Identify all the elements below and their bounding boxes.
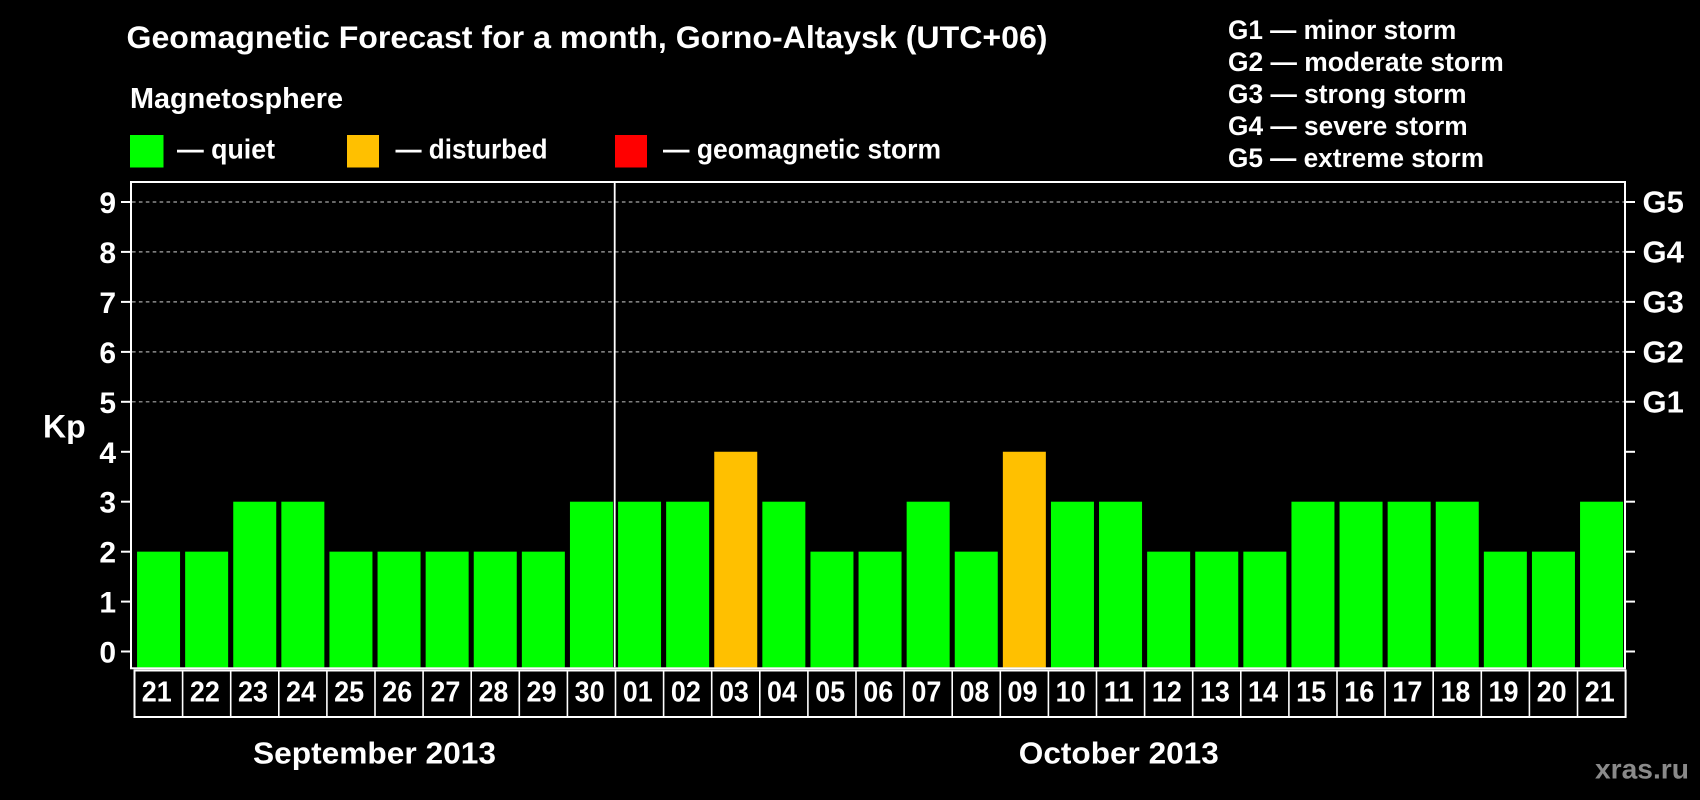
svg-text:10: 10	[1056, 676, 1086, 708]
svg-text:02: 02	[671, 676, 701, 708]
svg-text:xras.ru: xras.ru	[1595, 754, 1689, 785]
svg-text:23: 23	[238, 676, 268, 708]
svg-text:11: 11	[1104, 676, 1134, 708]
svg-text:19: 19	[1489, 676, 1519, 708]
svg-text:5: 5	[99, 387, 116, 420]
svg-text:4: 4	[99, 437, 116, 470]
svg-text:21: 21	[1585, 676, 1615, 708]
svg-text:16: 16	[1344, 676, 1374, 708]
svg-text:28: 28	[478, 676, 508, 708]
svg-text:09: 09	[1008, 676, 1038, 708]
svg-text:26: 26	[382, 676, 412, 708]
svg-text:G2: G2	[1643, 335, 1684, 370]
svg-text:30: 30	[575, 676, 605, 708]
svg-text:05: 05	[815, 676, 845, 708]
svg-text:07: 07	[911, 676, 941, 708]
svg-text:6: 6	[99, 337, 116, 370]
svg-text:29: 29	[527, 676, 557, 708]
svg-text:G2 — moderate storm: G2 — moderate storm	[1228, 47, 1504, 77]
svg-text:2: 2	[99, 537, 116, 570]
svg-text:01: 01	[623, 676, 653, 708]
svg-text:9: 9	[99, 187, 116, 220]
svg-text:— quiet: — quiet	[177, 134, 275, 165]
svg-text:3: 3	[99, 487, 116, 520]
svg-text:7: 7	[99, 287, 116, 320]
svg-text:22: 22	[190, 676, 220, 708]
svg-text:G4: G4	[1643, 235, 1685, 270]
svg-text:G4 — severe storm: G4 — severe storm	[1228, 111, 1468, 141]
svg-text:Kp: Kp	[43, 409, 86, 445]
svg-text:October 2013: October 2013	[1019, 735, 1219, 770]
svg-text:8: 8	[99, 237, 116, 270]
svg-text:1: 1	[99, 587, 116, 620]
svg-text:G5 — extreme storm: G5 — extreme storm	[1228, 143, 1484, 173]
svg-text:04: 04	[767, 676, 797, 708]
svg-text:18: 18	[1440, 676, 1470, 708]
svg-text:G1 — minor storm: G1 — minor storm	[1228, 15, 1456, 45]
svg-text:0: 0	[99, 637, 116, 670]
svg-text:08: 08	[959, 676, 989, 708]
svg-text:G1: G1	[1643, 385, 1684, 420]
svg-text:Geomagnetic Forecast for a mon: Geomagnetic Forecast for a month, Gorno-…	[127, 19, 1048, 55]
svg-text:21: 21	[142, 676, 172, 708]
svg-text:12: 12	[1152, 676, 1182, 708]
svg-text:14: 14	[1248, 676, 1278, 708]
svg-text:Magnetosphere: Magnetosphere	[130, 83, 343, 115]
svg-text:03: 03	[719, 676, 749, 708]
svg-text:G3: G3	[1643, 285, 1684, 320]
svg-text:— geomagnetic storm: — geomagnetic storm	[663, 134, 941, 165]
svg-text:September 2013: September 2013	[253, 735, 496, 770]
svg-text:27: 27	[430, 676, 460, 708]
svg-text:G5: G5	[1643, 185, 1684, 220]
svg-text:20: 20	[1537, 676, 1567, 708]
svg-text:15: 15	[1296, 676, 1326, 708]
svg-text:06: 06	[863, 676, 893, 708]
svg-text:25: 25	[334, 676, 364, 708]
svg-text:G3 — strong storm: G3 — strong storm	[1228, 79, 1467, 109]
svg-text:— disturbed: — disturbed	[396, 134, 548, 165]
svg-text:13: 13	[1200, 676, 1230, 708]
svg-text:17: 17	[1392, 676, 1422, 708]
svg-text:24: 24	[286, 676, 316, 708]
